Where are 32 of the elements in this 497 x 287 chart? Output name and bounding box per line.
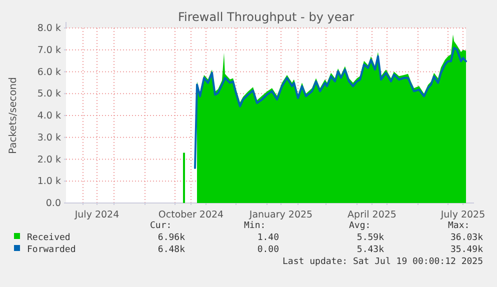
y-tick-label: 3.0 k <box>37 132 62 144</box>
legend-label: Received <box>27 233 70 243</box>
line-series <box>194 46 467 169</box>
text: 1.40 <box>257 233 279 243</box>
text: 35.49k <box>450 245 484 255</box>
x-tick-label: April 2025 <box>348 210 396 220</box>
y-tick-label: 4.0 k <box>37 110 62 122</box>
text: 36.03k <box>450 233 484 243</box>
chart-title: Firewall Throughput - by year <box>178 10 354 24</box>
text: 5.43k <box>356 245 385 255</box>
y-axis-title: Packets/second <box>8 77 19 154</box>
x-tick-label: July 2024 <box>74 210 120 220</box>
y-tick-label: 2.0 k <box>37 154 62 166</box>
text: Cur: <box>150 221 172 231</box>
x-tick-label: July 2025 <box>440 210 486 220</box>
text: 5.59k <box>356 233 385 243</box>
y-tick-label: 7.0 k <box>37 44 62 56</box>
text: Min: <box>244 221 266 231</box>
legend-label: Forwarded <box>27 245 76 255</box>
y-tick-label: 1.0 k <box>37 176 62 188</box>
x-tick-label: October 2024 <box>158 210 224 220</box>
text: Max: <box>448 221 470 231</box>
text: 6.48k <box>158 245 186 255</box>
y-tick-label: 5.0 k <box>37 88 62 100</box>
y-tick-label: 0.0 <box>46 198 61 210</box>
y-tick-label: 6.0 k <box>37 66 62 78</box>
text: Last update: Sat Jul 19 00:00:12 2025 <box>282 257 483 267</box>
text: 0.00 <box>257 245 279 255</box>
text: 6.96k <box>158 233 186 243</box>
y-tick-label: 8.0 k <box>37 23 62 34</box>
text: Avg: <box>349 221 371 231</box>
x-tick-label: January 2025 <box>248 210 313 220</box>
